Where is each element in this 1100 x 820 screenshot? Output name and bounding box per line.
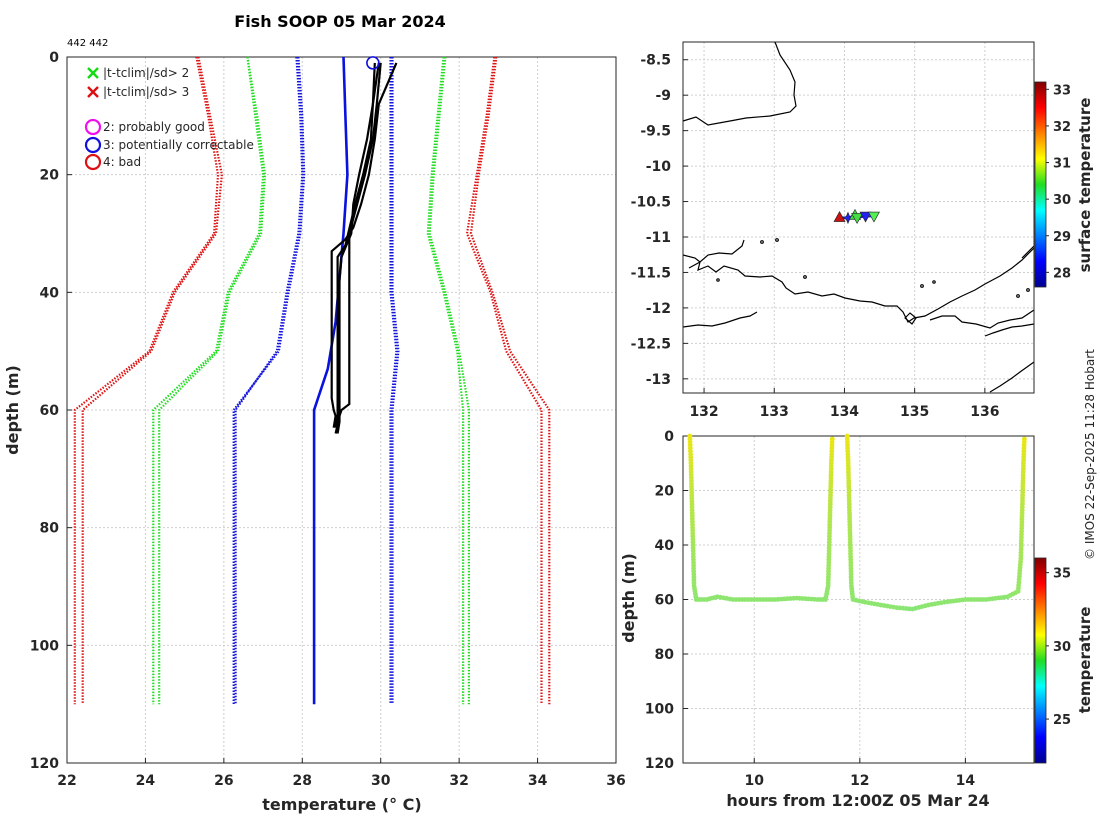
- profile-xlabel: temperature (° C): [262, 795, 421, 814]
- legend-marker-x: [87, 86, 99, 98]
- flag-marker: [366, 56, 380, 70]
- credit-text: © IMOS 22-Sep-2025 11:28 Hobart: [1083, 349, 1097, 560]
- section-y-tick-label: 60: [655, 593, 675, 609]
- surface-temperature-colorbar: 28 29 30 31 32 33 surface temperature: [1034, 81, 1094, 288]
- profile-x-tick-label: 34: [528, 773, 548, 789]
- profile-y-tick-label: 80: [40, 521, 60, 537]
- section-x-tick-label: 12: [850, 773, 869, 789]
- colorbar-tick-label: 30: [1053, 640, 1071, 655]
- section-y-tick-label: 100: [645, 702, 674, 718]
- section-y-tick-label: 40: [655, 538, 675, 554]
- colorbar-tick-label: 25: [1053, 713, 1071, 728]
- profile-y-tick-label: 20: [40, 168, 60, 184]
- map-y-tick-label: -10: [646, 159, 672, 175]
- series-line-mean-1sd-a: [234, 56, 304, 705]
- section-x-tick-label: 14: [956, 773, 976, 789]
- series-line-mean-3sd-a: [73, 56, 220, 705]
- profile-x-tick-label: 24: [136, 773, 156, 789]
- colorbar-tick-label: 33: [1053, 83, 1071, 98]
- profile-y-tick-label: 40: [40, 285, 60, 301]
- series-line-mean-3sd-b: [469, 56, 551, 705]
- map-y-tick-label: -9.5: [640, 124, 671, 140]
- colorbar-tick-label: 28: [1053, 266, 1071, 281]
- section-y-tick-label: 80: [655, 647, 675, 663]
- temperature-colorbar: 25 30 35 temperature: [1034, 557, 1094, 764]
- profile-y-tick-label: 100: [30, 638, 59, 654]
- legend-label: |t-tclim|/sd> 2: [103, 66, 189, 80]
- legend-label: 2: probably good: [103, 120, 205, 134]
- section-panel: 10 12 14 0 20 40 60 80 100 120 hours from 12:00Z …: [619, 429, 1094, 810]
- track-point-marker: [867, 211, 880, 223]
- legend-marker-circle: [84, 153, 102, 171]
- series-line-mean-1sd-b: [232, 56, 306, 705]
- colorbar-tick-label: 30: [1053, 193, 1071, 208]
- profile-y-tick-label: 0: [49, 50, 59, 66]
- figure-title: Fish SOOP 05 Mar 2024: [234, 12, 445, 31]
- map-x-tick-label: 132: [689, 404, 718, 420]
- section-data-point: [1022, 436, 1027, 442]
- series-line-profile-3: [334, 62, 376, 428]
- legend-label: 3: potentially correctable: [103, 138, 254, 152]
- profile-y-tick-label: 60: [40, 403, 60, 419]
- legend-marker-x: [87, 67, 99, 79]
- temperature-colorbar-label: temperature: [1076, 607, 1094, 714]
- section-data-point: [829, 436, 835, 442]
- section-ylabel: depth (m): [619, 553, 638, 643]
- section-y-tick-label: 0: [664, 429, 674, 445]
- profile-panel: 22 24 26 28 30 32 34 36 0 20 40 60 80 100 120 temperat…: [3, 50, 626, 814]
- section-y-tick-label: 120: [645, 756, 674, 772]
- map-y-tick-label: -13: [646, 372, 671, 388]
- map-x-tick-label: 134: [830, 404, 859, 420]
- section-y-tick-label: 20: [655, 484, 675, 500]
- map-x-tick-label: 136: [970, 404, 999, 420]
- map-y-tick-label: -12: [646, 301, 671, 317]
- surface-temperature-colorbar-label: surface temperature: [1076, 98, 1094, 273]
- profile-x-tick-label: 28: [293, 773, 312, 789]
- profile-x-tick-label: 22: [57, 773, 76, 789]
- map-y-tick-label: -12.5: [631, 336, 671, 352]
- map-x-tick-label: 135: [900, 404, 929, 420]
- profile-x-tick-label: 32: [449, 773, 468, 789]
- map-y-tick-label: -11.5: [631, 265, 671, 281]
- legend-marker-circle: [84, 136, 102, 154]
- colorbar-tick-label: 32: [1053, 120, 1071, 135]
- track-point-marker: [851, 213, 864, 224]
- legend-label: 4: bad: [103, 155, 141, 169]
- section-x-tick-label: 10: [745, 773, 765, 789]
- track-point-marker: [859, 211, 872, 223]
- series-line-mean-2sd-b: [428, 56, 470, 705]
- map-panel: 132 133 134 135 136 -8.5 -9 -9.5 -10 -10.5 -11 -11.…: [631, 41, 1094, 420]
- colorbar-tick-label: 29: [1053, 230, 1071, 245]
- profile-legend: |t-tclim|/sd> 2 |t-tclim|/sd> 3 2: probabl…: [84, 66, 254, 171]
- section-xlabel: hours from 12:00Z 05 Mar 24: [726, 791, 989, 810]
- series-line-mean-2sd-b: [158, 56, 267, 705]
- profile-x-tick-label: 26: [214, 773, 233, 789]
- map-y-tick-label: -8.5: [640, 53, 671, 69]
- profile-y-tick-label: 120: [30, 756, 59, 772]
- series-line-mean-3sd-a: [465, 56, 543, 705]
- series-line-profile-1: [330, 62, 398, 428]
- legend-marker-circle: [84, 118, 102, 136]
- colorbar-tick-label: 31: [1053, 157, 1071, 172]
- series-line-mean-3sd-b: [81, 56, 224, 705]
- track-point-marker: [833, 211, 846, 222]
- profile-x-tick-label: 36: [606, 773, 625, 789]
- map-y-tick-label: -10.5: [631, 195, 671, 211]
- coastline: [682, 41, 1035, 393]
- series-line-mean-1sd-b: [389, 57, 398, 705]
- profile-x-tick-label: 30: [371, 773, 391, 789]
- map-x-tick-label: 133: [760, 404, 789, 420]
- series-line-profile-4: [336, 62, 380, 434]
- legend-label: |t-tclim|/sd> 3: [103, 85, 189, 99]
- map-axes-box: [682, 41, 1035, 394]
- series-line-mean-2sd-a: [426, 56, 465, 705]
- series-line-mean-2sd-a: [152, 56, 265, 705]
- series-line-mean-1sd-a: [391, 57, 400, 705]
- colorbar-tick-label: 35: [1053, 567, 1071, 582]
- map-y-tick-label: -9: [655, 88, 671, 104]
- map-y-tick-label: -11: [646, 230, 671, 246]
- record-id-label: 442 442: [67, 38, 108, 49]
- profile-ylabel: depth (m): [3, 365, 22, 455]
